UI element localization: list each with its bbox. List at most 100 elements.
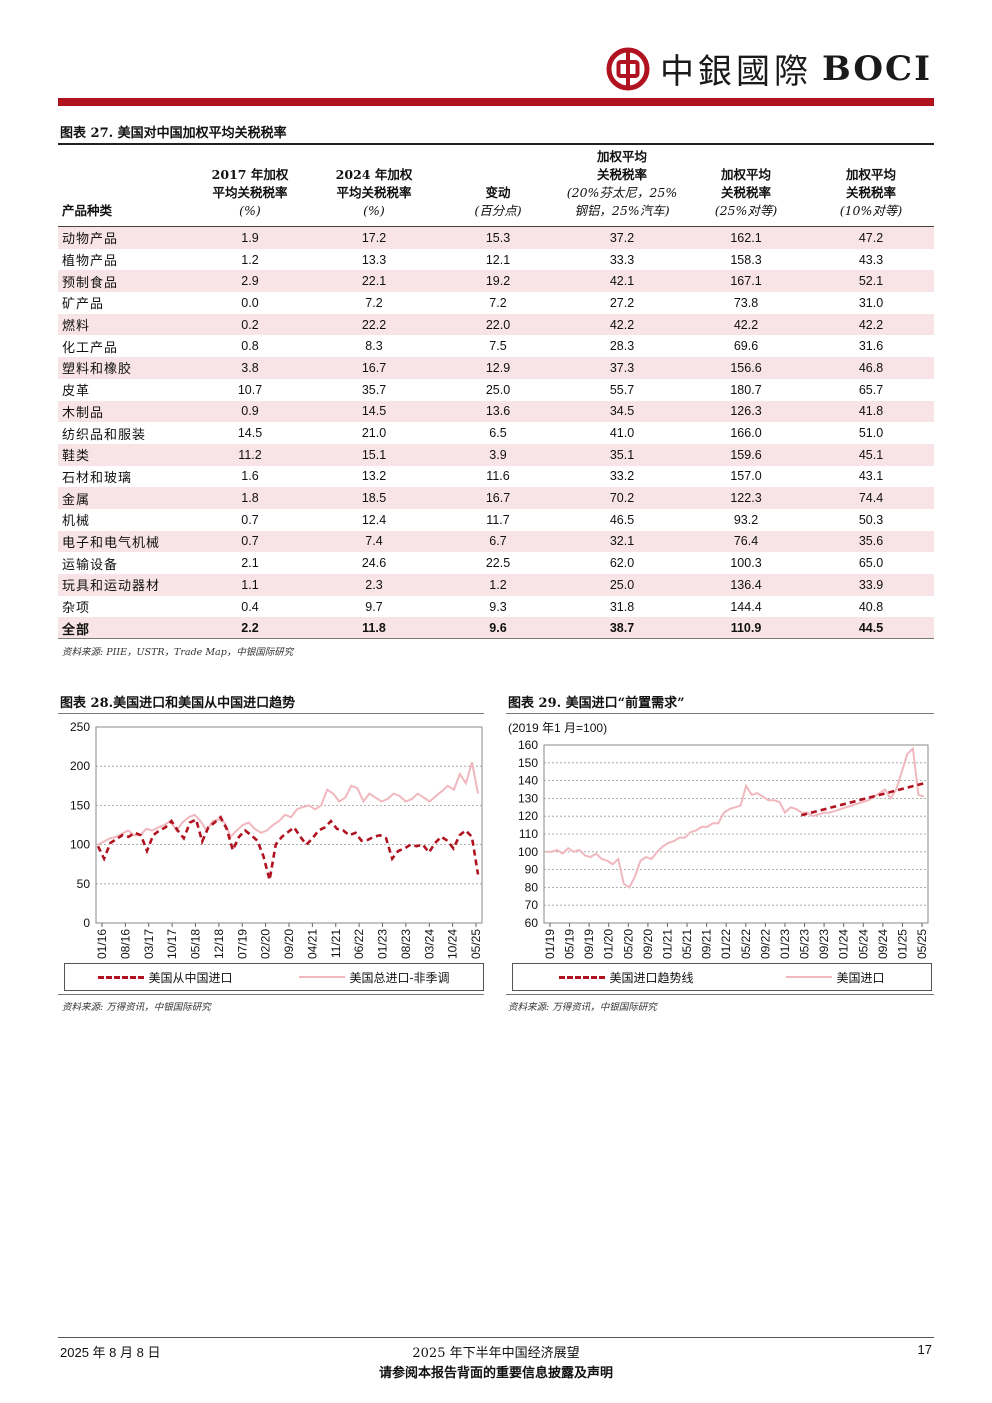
x-tick-label: 04/21 <box>305 929 319 959</box>
x-tick-label: 09/19 <box>582 929 596 959</box>
row-value: 93.2 <box>733 512 759 527</box>
table27-bottom-rule <box>58 638 934 639</box>
x-tick-label: 02/20 <box>259 929 273 959</box>
row-value: 1.2 <box>241 252 259 267</box>
header-product-category: 产品种类 <box>58 146 188 227</box>
y-tick-label: 140 <box>518 774 538 788</box>
plot-frame <box>95 726 483 924</box>
row-category: 金属 <box>58 487 188 509</box>
row-category: 预制食品 <box>58 270 188 293</box>
row-value: 21.0 <box>361 426 387 441</box>
legend-china-label: 美国从中国进口 <box>148 970 233 985</box>
row-value: 13.2 <box>361 469 387 484</box>
legend-total-imports: 美国总进口-非季调 <box>299 969 450 986</box>
y-tick-label: 0 <box>83 916 90 930</box>
y-tick-label: 130 <box>518 791 538 805</box>
total-value: 110.9 <box>684 617 808 640</box>
x-tick-label: 11/21 <box>329 929 343 958</box>
row-value: 43.3 <box>858 252 884 267</box>
total-value: 11.8 <box>312 617 436 640</box>
row-value: 166.0 <box>730 426 762 441</box>
row-value: 11.7 <box>486 512 510 527</box>
row-value: 9.3 <box>489 599 507 614</box>
table-header-row: 产品种类 2017 年加权 平均关税税率 (%) 2024 年加权 平均关税税率 (%)… <box>58 146 934 227</box>
y-tick-label: 120 <box>518 809 538 823</box>
x-tick-label: 05/20 <box>621 929 635 959</box>
table-row: 电子和电气机械 0.7 7.4 6.7 32.1 76.4 35.6 <box>58 530 934 553</box>
header-25pct-reciprocal: 加权平均 关税税率 (25%对等) <box>684 146 808 227</box>
y-tick-label: 80 <box>525 880 539 894</box>
row-value: 12.4 <box>361 512 387 527</box>
table-row: 玩具和运动器材 1.1 2.3 1.2 25.0 136.4 33.9 <box>58 574 934 596</box>
row-value: 35.1 <box>560 443 684 466</box>
row-value: 42.2 <box>684 313 808 336</box>
row-value: 6.5 <box>489 426 507 441</box>
row-value: 180.7 <box>730 382 762 397</box>
footer-rule <box>58 1337 934 1338</box>
row-value: 28.3 <box>609 339 635 354</box>
row-category: 植物产品 <box>62 254 119 270</box>
legend-imports: 美国进口 <box>786 969 885 986</box>
total-value: 38.7 <box>560 617 684 640</box>
row-value: 0.9 <box>188 400 312 423</box>
x-tick-label: 01/25 <box>895 929 909 959</box>
legend-imports-label: 美国进口 <box>836 970 885 985</box>
x-tick-label: 01/21 <box>660 929 674 959</box>
row-value: 7.2 <box>489 295 507 310</box>
row-value: 31.0 <box>858 295 884 310</box>
row-value: 7.4 <box>312 530 436 553</box>
tariff-table: 产品种类 2017 年加权 平均关税税率 (%) 2024 年加权 平均关税税率 (%)… <box>58 146 934 640</box>
row-value: 43.1 <box>858 469 884 484</box>
row-value: 25.0 <box>485 382 511 397</box>
series-line <box>96 815 480 881</box>
row-value: 32.1 <box>560 530 684 553</box>
y-tick-label: 160 <box>518 738 538 752</box>
row-value: 0.8 <box>241 339 259 354</box>
row-value: 15.1 <box>312 443 436 466</box>
row-value: 7.2 <box>365 295 383 310</box>
x-tick-label: 09/21 <box>700 929 714 959</box>
row-value: 1.1 <box>188 574 312 596</box>
y-tick-label: 150 <box>70 798 90 812</box>
row-value: 144.4 <box>730 599 762 614</box>
row-category: 矿产品 <box>62 297 105 313</box>
x-tick-label: 01/23 <box>376 929 390 959</box>
footer-date: 2025 年 8 月 8 日 <box>60 1345 161 1360</box>
row-value: 52.1 <box>808 270 934 293</box>
x-tick-label: 10/24 <box>446 929 460 959</box>
table27-source: 资料来源: PIIE，USTR，Trade Map，中银国际研究 <box>62 647 294 658</box>
table-row: 机械 0.7 12.4 11.7 46.5 93.2 50.3 <box>58 509 934 531</box>
x-tick-label: 03/24 <box>422 929 436 959</box>
row-value: 12.1 <box>485 252 511 267</box>
row-category: 皮革 <box>62 384 91 400</box>
total-value: 2.2 <box>188 617 312 640</box>
row-value: 8.3 <box>365 339 383 354</box>
table-total-row: 全部 2.2 11.8 9.6 38.7 110.9 44.5 <box>58 617 934 640</box>
chart29-bottom-rule <box>506 994 934 995</box>
x-tick-label: 05/23 <box>798 929 812 959</box>
row-value: 2.1 <box>241 556 259 571</box>
row-value: 31.6 <box>858 339 884 354</box>
x-tick-label: 05/25 <box>915 929 929 959</box>
row-value: 65.0 <box>858 556 884 571</box>
row-value: 3.9 <box>436 443 560 466</box>
x-tick-label: 09/22 <box>758 929 772 959</box>
row-category: 纺织品和服装 <box>62 427 147 443</box>
series-line <box>800 782 925 817</box>
logo-english-name: BOCI <box>822 48 932 89</box>
legend-trend-label: 美国进口趋势线 <box>609 970 694 985</box>
row-value: 65.7 <box>858 382 884 397</box>
row-category: 化工产品 <box>62 340 119 356</box>
chart28-plot: 0 50 100 150 200 250 01/16 08/16 03/17 10/17 05/18… <box>70 720 483 959</box>
table-row: 鞋类 11.2 15.1 3.9 35.1 159.6 45.1 <box>58 443 934 466</box>
row-value: 22.2 <box>312 313 436 336</box>
row-value: 45.1 <box>808 443 934 466</box>
row-value: 1.8 <box>188 487 312 509</box>
footer-report-title: 2025 年下半年中国经济展望 <box>412 1346 580 1361</box>
row-value: 22.1 <box>312 270 436 293</box>
row-value: 42.2 <box>560 313 684 336</box>
row-value: 7.5 <box>489 339 507 354</box>
row-value: 11.6 <box>486 469 510 484</box>
x-tick-label: 09/24 <box>876 929 890 959</box>
x-tick-label: 01/24 <box>837 929 851 959</box>
